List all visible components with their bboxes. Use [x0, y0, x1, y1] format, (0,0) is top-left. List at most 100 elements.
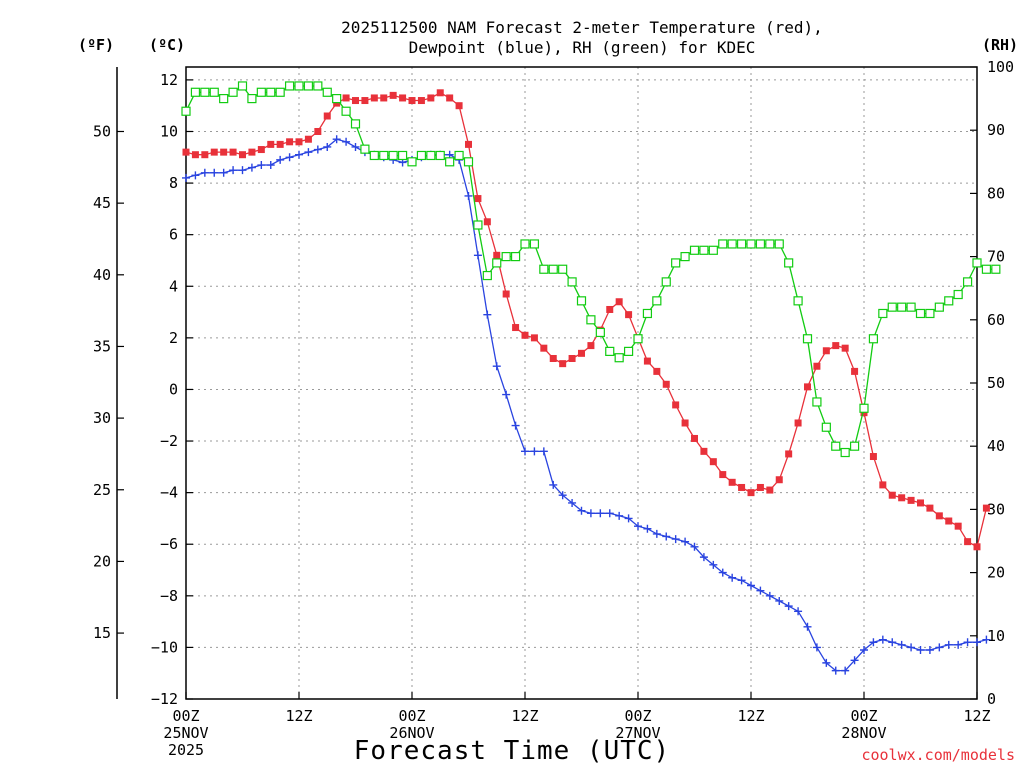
rh-point — [228, 87, 238, 97]
chart-subtitle: Dewpoint (blue), RH (green) for KDEC — [409, 38, 756, 57]
temperature-point — [474, 195, 482, 203]
temperature-point — [643, 357, 651, 365]
dewpoint-point — [803, 622, 812, 631]
dewpoint-point — [662, 532, 671, 541]
temperature-point — [709, 458, 717, 466]
temperature-point — [653, 367, 661, 375]
temperature-point — [945, 517, 953, 525]
rh-point — [567, 277, 577, 287]
rh-point — [878, 308, 888, 319]
rh-point — [558, 264, 568, 274]
time-tick-label: 25NOV — [163, 724, 208, 742]
celsius-axis: 12 10 8 6 4 2 0 −2 −4 −6 −8 −10 −12 — [151, 71, 193, 708]
rh-point — [680, 252, 690, 262]
temperature-point — [691, 434, 698, 442]
temperature-point — [832, 342, 840, 350]
temperature-point — [606, 305, 614, 313]
rh-point — [991, 264, 1001, 274]
rh-point — [765, 239, 775, 249]
temperature-point — [276, 140, 284, 148]
rh-tick-label: 80 — [987, 184, 1005, 202]
dewpoint-point — [690, 542, 699, 551]
time-tick-label: 12Z — [511, 707, 538, 725]
rh-point — [435, 150, 445, 161]
temperature-point — [662, 380, 670, 388]
temperature-point — [869, 453, 877, 461]
rh-point — [614, 353, 624, 363]
rh-point — [397, 150, 408, 161]
rh-point — [379, 150, 389, 161]
rh-point — [727, 239, 737, 249]
rh-point — [774, 239, 784, 249]
rh-point — [482, 270, 492, 281]
temperature-point — [530, 334, 538, 342]
temperature-point — [257, 146, 265, 154]
rh-point — [793, 296, 803, 306]
dewpoint-point — [511, 421, 520, 430]
temperature-point — [314, 127, 322, 135]
dewpoint-point — [831, 666, 840, 675]
dewpoint-point — [210, 168, 219, 177]
dewpoint-point — [229, 166, 238, 175]
dewpoint-point — [530, 447, 539, 456]
dewpoint-point — [765, 591, 774, 600]
temperature-point — [512, 324, 520, 332]
dewpoint-point — [492, 362, 501, 371]
rh-point — [746, 239, 756, 249]
series-layer — [181, 81, 1001, 675]
temperature-point — [446, 94, 454, 102]
temperature-point — [700, 447, 708, 455]
rh-point — [962, 277, 973, 287]
dewpoint-point — [313, 145, 322, 154]
rh-point — [642, 308, 653, 319]
dewpoint-point — [200, 168, 209, 177]
rh-point — [284, 81, 295, 91]
fahrenheit-tick-label: 45 — [93, 194, 111, 212]
temperature-point — [427, 94, 435, 102]
dewpoint-point — [586, 509, 595, 518]
temperature-point — [399, 94, 407, 102]
rh-point — [426, 150, 436, 161]
temperature-point — [935, 512, 943, 520]
celsius-tick-label: 2 — [169, 329, 178, 347]
temperature-point — [455, 102, 463, 110]
celsius-tick-label: 6 — [169, 226, 178, 244]
dewpoint-point — [304, 148, 313, 157]
dewpoint-point — [822, 658, 831, 667]
rh-point — [256, 87, 266, 97]
temperature-point — [973, 543, 981, 551]
temperature-point — [917, 499, 924, 507]
dewpoint-point — [850, 656, 859, 665]
dewpoint-point — [699, 553, 708, 562]
rh-point — [595, 327, 605, 338]
fahrenheit-tick-label: 25 — [93, 481, 111, 499]
dewpoint-point — [869, 638, 878, 647]
rh-unit-label: (RH) — [982, 36, 1018, 54]
dewpoint-point — [323, 142, 332, 151]
temperature-point — [361, 97, 369, 105]
rh-point — [350, 119, 361, 129]
dewpoint-point — [342, 137, 351, 146]
temperature-point — [719, 471, 727, 479]
rh-point — [407, 157, 417, 167]
rh-tick-label: 30 — [987, 500, 1005, 518]
dewpoint-point — [925, 645, 934, 654]
dewpoint-point — [737, 576, 746, 585]
dewpoint-point — [888, 638, 897, 647]
temperature-point — [502, 290, 510, 298]
rh-point — [831, 441, 841, 451]
dewpoint-point — [257, 161, 266, 170]
fahrenheit-tick-label: 50 — [93, 122, 111, 140]
temperature-point — [220, 148, 228, 156]
temperature-point — [295, 138, 303, 146]
temperature-point — [964, 538, 972, 546]
rh-point — [266, 87, 276, 97]
temperature-point — [286, 138, 294, 146]
rh-point — [303, 81, 314, 91]
rh-point — [275, 87, 285, 97]
temperature-point — [747, 489, 755, 497]
rh-point — [868, 334, 879, 344]
rh-point — [699, 245, 709, 255]
dewpoint-point — [878, 635, 887, 644]
